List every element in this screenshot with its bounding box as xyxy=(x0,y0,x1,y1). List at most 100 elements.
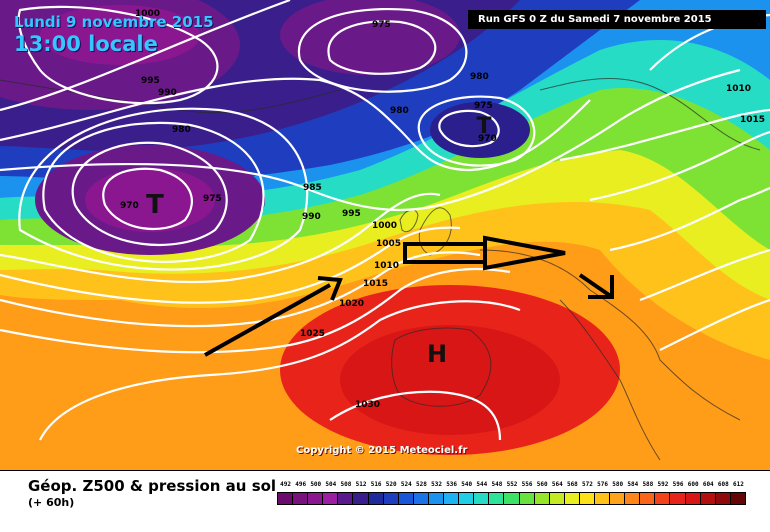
isobar-label: 1010 xyxy=(726,84,751,94)
forecast-date: Lundi 9 novembre 2015 xyxy=(14,13,214,31)
color-scale xyxy=(277,492,746,505)
scale-swatch xyxy=(533,492,550,505)
scale-swatch xyxy=(427,492,445,505)
isobar-label: 1000 xyxy=(372,221,397,231)
scale-tick-label: 560 xyxy=(536,481,548,488)
scale-tick-label: 516 xyxy=(370,481,382,488)
scale-swatch xyxy=(669,492,686,505)
scale-swatch xyxy=(473,492,490,505)
isobar-label: 1030 xyxy=(355,400,380,410)
scale-swatch xyxy=(458,492,475,505)
pressure-labels: 1000 975 995 990 980 980 980 975 970 975… xyxy=(120,9,765,410)
isobar-label: 975 xyxy=(372,20,391,30)
scale-swatch xyxy=(563,492,580,505)
scale-tick-label: 548 xyxy=(491,481,503,488)
scale-swatch xyxy=(277,492,294,505)
scale-tick-label: 528 xyxy=(415,481,427,488)
arrow-icon xyxy=(483,235,566,271)
scale-swatch xyxy=(593,492,611,505)
arrow-icon xyxy=(317,276,343,301)
isobar-label: 980 xyxy=(172,125,191,135)
scale-swatch xyxy=(714,492,731,505)
scale-tick-label: 540 xyxy=(461,481,473,488)
flow-arrow-east xyxy=(578,273,614,299)
scale-swatch xyxy=(548,492,565,505)
scale-tick-label: 544 xyxy=(476,481,488,488)
isobar-label: 975 xyxy=(203,194,222,204)
scale-tick-label: 588 xyxy=(642,481,654,488)
isobar-label: 1000 xyxy=(135,9,160,19)
forecast-map: T T H 1000 975 995 990 980 980 980 975 9… xyxy=(0,0,770,470)
isobar-label: 970 xyxy=(120,201,139,211)
scale-tick-label: 556 xyxy=(521,481,533,488)
scale-swatch xyxy=(412,492,429,505)
scale-tick-label: 576 xyxy=(597,481,608,488)
isobar-label: 1005 xyxy=(376,239,401,249)
scale-swatch xyxy=(518,492,535,505)
isobars xyxy=(0,0,770,441)
low-pressure-symbol: T xyxy=(476,114,491,139)
legend-forecast-offset: (+ 60h) xyxy=(28,496,75,509)
isobar-label: 980 xyxy=(470,72,489,82)
scale-tick-label: 536 xyxy=(446,481,458,488)
scale-swatch xyxy=(699,492,716,505)
scale-tick-label: 584 xyxy=(627,481,639,488)
scale-tick-label: 500 xyxy=(310,481,322,488)
isobar-label: 1015 xyxy=(740,115,765,125)
low-core-north-inner xyxy=(40,5,200,65)
scale-tick-label: 608 xyxy=(717,481,729,488)
scale-tick-label: 592 xyxy=(657,481,669,488)
scale-tick-label: 552 xyxy=(506,481,518,488)
map-canvas: T T H 1000 975 995 990 980 980 980 975 9… xyxy=(0,0,770,470)
scale-tick-label: 600 xyxy=(687,481,699,488)
scale-swatch xyxy=(382,492,399,505)
isobar-label: 980 xyxy=(390,106,409,116)
scale-swatch xyxy=(397,492,414,505)
scale-tick-label: 520 xyxy=(385,481,397,488)
scale-swatch xyxy=(503,492,520,505)
scale-swatch xyxy=(624,492,641,505)
isobar-label: 1020 xyxy=(339,299,364,309)
scale-tick-label: 604 xyxy=(702,481,714,488)
copyright-notice: Copyright © 2015 Meteociel.fr xyxy=(296,445,468,456)
scale-tick-label: 580 xyxy=(612,481,624,488)
isobar-label: 1025 xyxy=(300,329,325,339)
scale-swatch xyxy=(337,492,354,505)
scale-swatch xyxy=(307,492,324,505)
scale-tick-label: 512 xyxy=(355,481,367,488)
color-scale-ticks: 492 496 500 504 508 512 516 520 524 528 532 536 540 5… xyxy=(278,481,746,491)
isobar-label: 1010 xyxy=(374,261,399,271)
flow-arrows xyxy=(204,235,614,357)
legend-title: Géop. Z500 & pression au sol xyxy=(28,477,277,495)
scale-swatch xyxy=(488,492,505,505)
isobar-label: 970 xyxy=(478,134,497,144)
low-core-west-inner xyxy=(85,168,215,232)
scale-tick-label: 612 xyxy=(733,481,744,488)
scale-swatch xyxy=(729,492,746,505)
scale-tick-label: 508 xyxy=(340,481,352,488)
low-pressure-symbol: T xyxy=(146,190,164,220)
legend-panel: Géop. Z500 & pression au sol (+ 60h) 492… xyxy=(0,470,770,532)
high-pressure-symbol: H xyxy=(427,340,447,368)
arrow-icon xyxy=(588,275,614,299)
scale-tick-label: 504 xyxy=(325,481,337,488)
isobar-label: 995 xyxy=(342,209,361,219)
scale-tick-label: 492 xyxy=(280,481,291,488)
scale-swatch xyxy=(578,492,595,505)
scale-swatch xyxy=(443,492,460,505)
isobar-label: 990 xyxy=(302,212,321,222)
scale-swatch xyxy=(367,492,384,505)
scale-swatch xyxy=(292,492,309,505)
flow-arrow-southwest xyxy=(204,283,331,357)
scale-swatch xyxy=(352,492,369,505)
isobar-label: 985 xyxy=(303,183,322,193)
scale-tick-label: 564 xyxy=(551,481,563,488)
scale-tick-label: 496 xyxy=(295,481,307,488)
scale-tick-label: 568 xyxy=(566,481,578,488)
isobar-label: 995 xyxy=(141,76,160,86)
scale-swatch xyxy=(609,492,626,505)
scale-tick-label: 524 xyxy=(400,481,412,488)
isobar-label: 1015 xyxy=(363,279,388,289)
scale-tick-label: 572 xyxy=(582,481,593,488)
scale-swatch xyxy=(322,492,339,505)
